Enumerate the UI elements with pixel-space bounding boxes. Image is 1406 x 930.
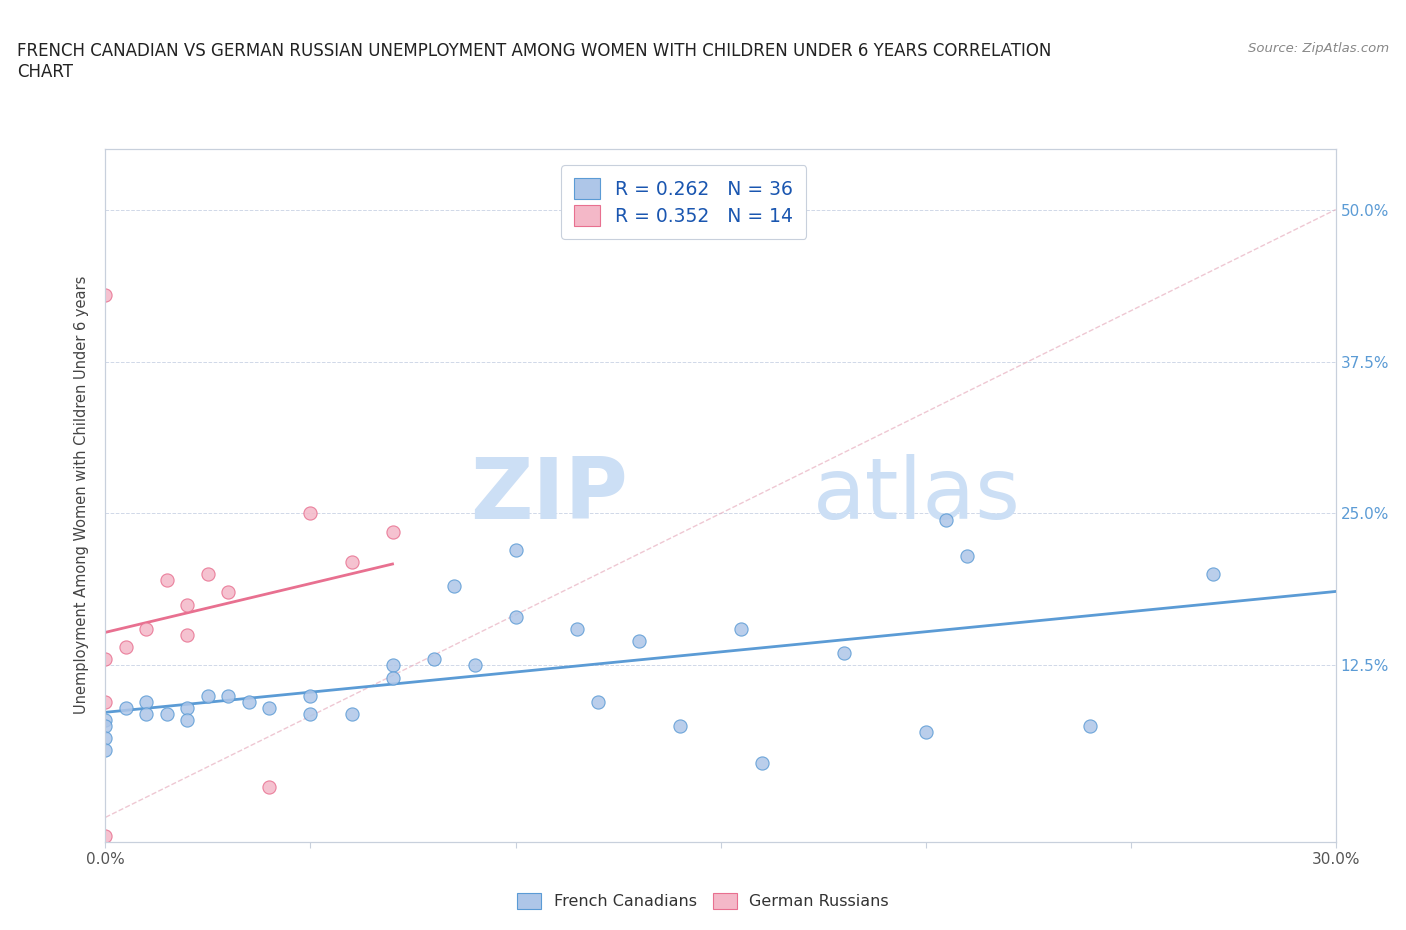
Point — [94, 712, 117, 727]
Point — [832, 645, 855, 660]
Point — [730, 621, 752, 636]
Point — [115, 640, 138, 655]
Legend: R = 0.262   N = 36, R = 0.352   N = 14: R = 0.262 N = 36, R = 0.352 N = 14 — [561, 166, 807, 239]
Point — [443, 579, 465, 594]
Point — [115, 700, 138, 715]
Point — [259, 779, 281, 794]
Point — [259, 700, 281, 715]
Point — [505, 609, 527, 624]
Point — [135, 621, 157, 636]
Point — [197, 566, 219, 581]
Point — [238, 695, 260, 710]
Point — [464, 658, 486, 672]
Point — [94, 731, 117, 746]
Point — [176, 712, 198, 727]
Point — [156, 573, 179, 588]
Point — [381, 525, 404, 539]
Point — [299, 688, 322, 703]
Legend: French Canadians, German Russians: French Canadians, German Russians — [509, 884, 897, 917]
Point — [135, 695, 157, 710]
Point — [751, 755, 773, 770]
Point — [176, 628, 198, 643]
Point — [197, 688, 219, 703]
Point — [135, 707, 157, 722]
Point — [94, 695, 117, 710]
Point — [340, 707, 363, 722]
Point — [381, 671, 404, 685]
Point — [176, 700, 198, 715]
Point — [94, 743, 117, 758]
Point — [94, 652, 117, 667]
Point — [94, 719, 117, 734]
Point — [956, 549, 979, 564]
Point — [1078, 719, 1101, 734]
Point — [299, 506, 322, 521]
Text: FRENCH CANADIAN VS GERMAN RUSSIAN UNEMPLOYMENT AMONG WOMEN WITH CHILDREN UNDER 6: FRENCH CANADIAN VS GERMAN RUSSIAN UNEMPL… — [17, 42, 1052, 81]
Point — [218, 585, 240, 600]
Point — [94, 287, 117, 302]
Point — [565, 621, 588, 636]
Point — [935, 512, 957, 527]
Point — [914, 724, 936, 739]
Point — [176, 597, 198, 612]
Text: atlas: atlas — [813, 454, 1021, 537]
Point — [505, 542, 527, 557]
Point — [218, 688, 240, 703]
Point — [1202, 566, 1225, 581]
Text: ZIP: ZIP — [471, 454, 628, 537]
Point — [340, 554, 363, 569]
Point — [586, 695, 609, 710]
Text: Source: ZipAtlas.com: Source: ZipAtlas.com — [1249, 42, 1389, 55]
Point — [299, 707, 322, 722]
Point — [627, 633, 650, 648]
Point — [668, 719, 690, 734]
Point — [156, 707, 179, 722]
Point — [422, 652, 444, 667]
Point — [381, 658, 404, 672]
Y-axis label: Unemployment Among Women with Children Under 6 years: Unemployment Among Women with Children U… — [75, 276, 90, 714]
Point — [94, 828, 117, 843]
